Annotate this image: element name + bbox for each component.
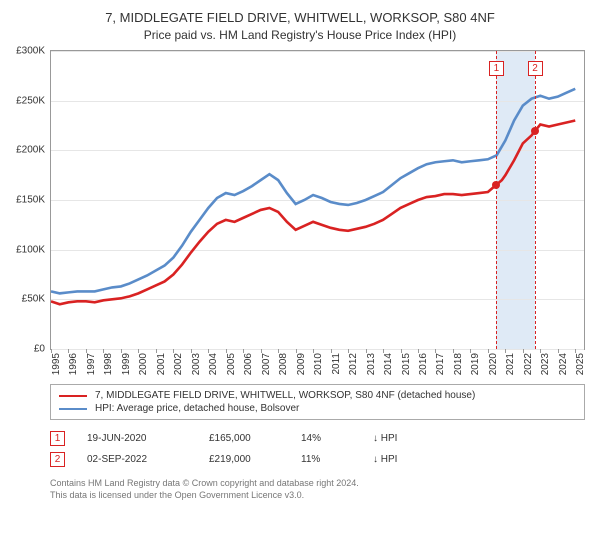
y-tick-label: £200K bbox=[16, 145, 45, 156]
x-tick-label: 2004 bbox=[208, 353, 219, 375]
x-tick-label: 2015 bbox=[401, 353, 412, 375]
marker-pct: 14% bbox=[301, 433, 351, 444]
y-tick-label: £100K bbox=[16, 244, 45, 255]
x-tick-label: 2007 bbox=[261, 353, 272, 375]
marker-vline bbox=[535, 51, 536, 349]
marker-price: £219,000 bbox=[209, 454, 279, 465]
x-tick-label: 1999 bbox=[121, 353, 132, 375]
marker-arrow: ↓ HPI bbox=[373, 433, 397, 444]
x-tick-label: 2012 bbox=[348, 353, 359, 375]
x-tick-label: 2024 bbox=[558, 353, 569, 375]
chart-svg bbox=[51, 51, 584, 349]
marker-box: 1 bbox=[489, 61, 504, 76]
legend-row: HPI: Average price, detached house, Bols… bbox=[59, 402, 576, 415]
chart-wrapper: 12 1995199619971998199920002001200220032… bbox=[10, 50, 590, 350]
x-tick-label: 1996 bbox=[68, 353, 79, 375]
marker-date: 02-SEP-2022 bbox=[87, 454, 187, 465]
x-tick-label: 2008 bbox=[278, 353, 289, 375]
page-title: 7, MIDDLEGATE FIELD DRIVE, WHITWELL, WOR… bbox=[10, 10, 590, 25]
marker-point bbox=[531, 127, 539, 135]
legend-label: 7, MIDDLEGATE FIELD DRIVE, WHITWELL, WOR… bbox=[95, 390, 475, 401]
footer-line1: Contains HM Land Registry data © Crown c… bbox=[50, 478, 590, 490]
x-tick-label: 2017 bbox=[435, 353, 446, 375]
y-tick-label: £50K bbox=[22, 294, 45, 305]
marker-table-box: 2 bbox=[50, 452, 65, 467]
legend: 7, MIDDLEGATE FIELD DRIVE, WHITWELL, WOR… bbox=[50, 384, 585, 420]
y-tick-label: £300K bbox=[16, 46, 45, 57]
legend-row: 7, MIDDLEGATE FIELD DRIVE, WHITWELL, WOR… bbox=[59, 389, 576, 402]
x-tick-label: 2021 bbox=[505, 353, 516, 375]
legend-swatch bbox=[59, 395, 87, 397]
y-tick-label: £150K bbox=[16, 195, 45, 206]
footer-line2: This data is licensed under the Open Gov… bbox=[50, 490, 590, 502]
marker-vline bbox=[496, 51, 497, 349]
marker-pct: 11% bbox=[301, 454, 351, 465]
marker-table: 1 19-JUN-2020 £165,000 14% ↓ HPI 2 02-SEP-2022… bbox=[50, 428, 585, 470]
x-axis: 1995 1996 1997 1998 1999 2000 2001 2002 2003 2004… bbox=[51, 349, 584, 383]
legend-label: HPI: Average price, detached house, Bols… bbox=[95, 403, 299, 414]
y-tick-label: £0 bbox=[34, 344, 45, 355]
marker-date: 19-JUN-2020 bbox=[87, 433, 187, 444]
x-tick-label: 2019 bbox=[470, 353, 481, 375]
x-tick-label: 2003 bbox=[191, 353, 202, 375]
marker-table-box: 1 bbox=[50, 431, 65, 446]
marker-table-row: 1 19-JUN-2020 £165,000 14% ↓ HPI bbox=[50, 428, 585, 449]
x-tick-label: 2002 bbox=[173, 353, 184, 375]
x-tick-label: 2016 bbox=[418, 353, 429, 375]
marker-box: 2 bbox=[528, 61, 543, 76]
marker-point bbox=[492, 181, 500, 189]
x-tick-label: 1997 bbox=[86, 353, 97, 375]
x-tick-label: 2009 bbox=[296, 353, 307, 375]
chart-area: 12 1995199619971998199920002001200220032… bbox=[50, 50, 585, 350]
x-tick-label: 2000 bbox=[138, 353, 149, 375]
marker-arrow: ↓ HPI bbox=[373, 454, 397, 465]
legend-swatch bbox=[59, 408, 87, 410]
chart-plot: 12 bbox=[51, 51, 584, 349]
x-tick-label: 2014 bbox=[383, 353, 394, 375]
x-tick-label: 1995 bbox=[51, 353, 62, 375]
x-tick-label: 2025 bbox=[575, 353, 586, 375]
x-tick-label: 2011 bbox=[331, 353, 342, 375]
x-tick-label: 2010 bbox=[313, 353, 324, 375]
x-tick-label: 2001 bbox=[156, 353, 167, 375]
x-tick-label: 2023 bbox=[540, 353, 551, 375]
x-tick-label: 2005 bbox=[226, 353, 237, 375]
x-tick-label: 2006 bbox=[243, 353, 254, 375]
x-tick-label: 1998 bbox=[103, 353, 114, 375]
page-subtitle: Price paid vs. HM Land Registry's House … bbox=[10, 28, 590, 42]
x-tick-label: 2013 bbox=[366, 353, 377, 375]
footer: Contains HM Land Registry data © Crown c… bbox=[50, 478, 590, 501]
x-tick-label: 2022 bbox=[523, 353, 534, 375]
x-tick-label: 2020 bbox=[488, 353, 499, 375]
marker-table-row: 2 02-SEP-2022 £219,000 11% ↓ HPI bbox=[50, 449, 585, 470]
x-tick-label: 2018 bbox=[453, 353, 464, 375]
marker-price: £165,000 bbox=[209, 433, 279, 444]
y-tick-label: £250K bbox=[16, 95, 45, 106]
